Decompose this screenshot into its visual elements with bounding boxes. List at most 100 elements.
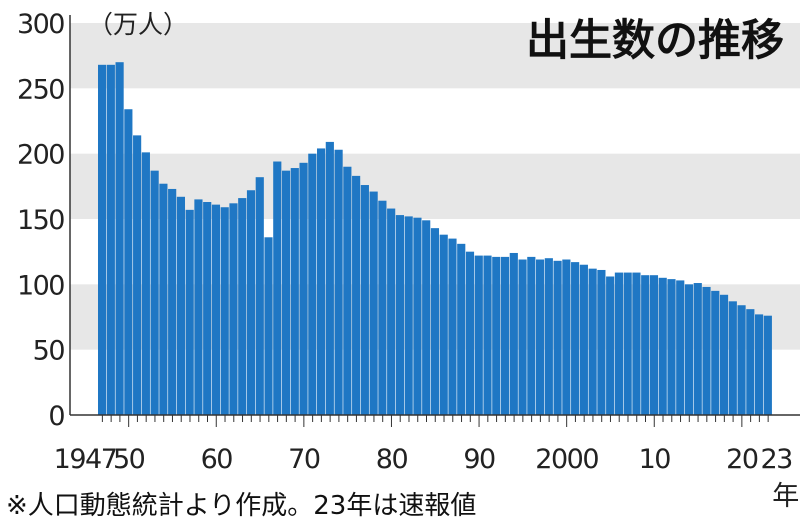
bar-2007 [623,272,632,415]
bar-1987 [448,238,457,415]
bar-1990 [474,255,483,415]
bar-1983 [413,217,422,415]
bar-2013 [676,280,685,415]
unit-label: （万人） [88,10,188,39]
bar-1976 [352,175,361,415]
bar-1963 [238,198,247,415]
bar-1951 [133,135,142,415]
x-tick-label-1950: 50 [113,444,145,475]
bar-1971 [308,153,317,416]
bar-1968 [281,170,291,415]
bar-2011 [658,277,667,415]
bar-1965 [255,177,264,415]
bar-1972 [317,148,326,415]
bar-1955 [168,188,177,415]
bar-1973 [325,141,334,415]
bar-1959 [203,202,212,415]
bar-1975 [343,166,352,415]
y-tick-label-100: 100 [17,270,64,301]
bar-1970 [299,162,308,415]
bar-2002 [579,264,588,415]
bar-1953 [150,170,159,415]
bar-1948 [106,64,115,415]
bar-2010 [649,275,659,415]
source-note: ※人口動態統計より作成。23年は速報値 [6,491,476,521]
bar-2016 [702,286,711,415]
bar-2019 [728,301,737,415]
x-tick-label-2000: 2000 [535,444,598,475]
bar-2009 [641,275,650,415]
bar-1989 [465,251,475,415]
bar-1966 [264,237,273,415]
bar-1997 [536,259,545,415]
y-tick-label-50: 50 [33,336,65,367]
bar-2020 [737,305,746,415]
bar-1957 [185,209,194,415]
bar-1982 [404,216,413,415]
bar-2006 [614,272,623,415]
y-tick-label-0: 0 [48,401,64,432]
bar-2015 [693,283,702,415]
bar-2023 [763,315,772,415]
bar-1952 [141,152,150,416]
chart-title: 出生数の推移 [526,16,784,66]
y-tick-label-150: 150 [17,205,64,236]
y-tick-label-300: 300 [17,9,64,40]
bar-1986 [439,234,448,415]
bar-1967 [273,161,282,415]
x-tick-label-1980: 80 [376,444,408,475]
bar-1961 [220,207,229,415]
bar-2001 [571,262,580,415]
x-tick-label-1960: 60 [201,444,233,475]
bar-1979 [378,200,387,415]
band-150-200 [70,153,800,219]
bar-2005 [606,276,615,415]
bar-1980 [387,208,396,415]
bar-2008 [632,272,641,415]
bar-1962 [229,203,238,415]
y-tick-label-200: 200 [17,140,64,171]
x-tick-label-1990: 90 [463,444,495,475]
bar-2004 [597,269,606,415]
bar-2018 [719,294,729,415]
x-tick-label-2023: 23 [760,444,792,475]
bar-1960 [211,204,221,415]
bar-1947 [98,64,107,415]
bar-1958 [194,199,203,415]
bar-1954 [159,183,168,415]
bar-2017 [711,290,720,415]
bar-1996 [527,256,536,415]
x-tick-label-1947: 1947 [54,444,117,475]
bar-1977 [360,185,369,415]
bar-1981 [395,215,404,415]
bar-2021 [746,309,755,415]
bar-1992 [492,256,501,415]
bar-1950 [124,109,133,416]
bar-2012 [667,279,676,415]
x-tick-label-2020: 20 [726,444,758,475]
bar-2000 [562,259,571,415]
x-tick-label-1970: 70 [288,444,320,475]
bar-1949 [115,62,124,415]
band-250-300 [70,23,800,89]
bar-1969 [290,168,299,415]
bar-1999 [553,260,562,415]
bar-1985 [430,228,440,415]
bar-1978 [369,191,378,415]
x-axis-suffix: 年 [772,481,798,512]
axes [69,15,800,427]
bar-1974 [334,149,343,415]
bar-2014 [684,284,694,415]
bar-1984 [422,220,431,415]
bar-1956 [176,196,185,415]
bar-1991 [483,255,492,415]
bar-2022 [755,314,764,415]
y-tick-labels: 0 50 100 150 200 250 300 [17,9,66,432]
bar-1994 [509,252,518,415]
bar-1995 [518,259,527,415]
bar-2003 [588,268,597,415]
bars [98,62,772,416]
y-tick-label-250: 250 [17,74,64,105]
